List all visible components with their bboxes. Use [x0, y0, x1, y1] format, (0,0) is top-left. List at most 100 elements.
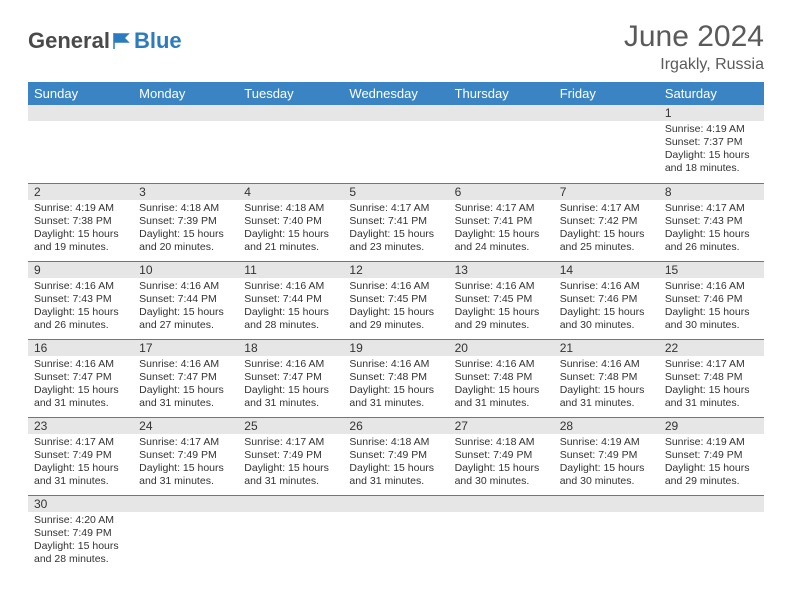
sunset-line: Sunset: 7:39 PM: [139, 215, 232, 228]
calendar-day-cell: 2Sunrise: 4:19 AMSunset: 7:38 PMDaylight…: [28, 183, 133, 261]
day-content: Sunrise: 4:17 AMSunset: 7:41 PMDaylight:…: [449, 200, 554, 259]
calendar-day-cell: 14Sunrise: 4:16 AMSunset: 7:46 PMDayligh…: [554, 261, 659, 339]
day-number: 27: [449, 418, 554, 434]
sunrise-line: Sunrise: 4:17 AM: [244, 436, 337, 449]
day-number: 10: [133, 262, 238, 278]
day-number: [238, 496, 343, 512]
day-content: Sunrise: 4:16 AMSunset: 7:43 PMDaylight:…: [28, 278, 133, 337]
calendar-empty-cell: [133, 495, 238, 573]
weekday-header: Tuesday: [238, 82, 343, 105]
day-number: 14: [554, 262, 659, 278]
day-number: [238, 105, 343, 121]
day-number: 29: [659, 418, 764, 434]
calendar-empty-cell: [343, 495, 448, 573]
day-number: 30: [28, 496, 133, 512]
day-content: Sunrise: 4:20 AMSunset: 7:49 PMDaylight:…: [28, 512, 133, 571]
logo: General Blue: [28, 28, 182, 54]
daylight-line: Daylight: 15 hours and 31 minutes.: [34, 462, 127, 488]
daylight-line: Daylight: 15 hours and 30 minutes.: [560, 462, 653, 488]
day-number: 26: [343, 418, 448, 434]
sunset-line: Sunset: 7:49 PM: [455, 449, 548, 462]
day-content: [238, 121, 343, 175]
weekday-header: Friday: [554, 82, 659, 105]
sunrise-line: Sunrise: 4:17 AM: [665, 358, 758, 371]
calendar-day-cell: 17Sunrise: 4:16 AMSunset: 7:47 PMDayligh…: [133, 339, 238, 417]
day-number: 18: [238, 340, 343, 356]
calendar-day-cell: 7Sunrise: 4:17 AMSunset: 7:42 PMDaylight…: [554, 183, 659, 261]
sunset-line: Sunset: 7:38 PM: [34, 215, 127, 228]
day-content: Sunrise: 4:17 AMSunset: 7:49 PMDaylight:…: [133, 434, 238, 493]
sunrise-line: Sunrise: 4:17 AM: [34, 436, 127, 449]
calendar-week-row: 9Sunrise: 4:16 AMSunset: 7:43 PMDaylight…: [28, 261, 764, 339]
sunrise-line: Sunrise: 4:16 AM: [34, 358, 127, 371]
calendar-body: 1Sunrise: 4:19 AMSunset: 7:37 PMDaylight…: [28, 105, 764, 573]
calendar-day-cell: 21Sunrise: 4:16 AMSunset: 7:48 PMDayligh…: [554, 339, 659, 417]
sunset-line: Sunset: 7:43 PM: [34, 293, 127, 306]
calendar-day-cell: 20Sunrise: 4:16 AMSunset: 7:48 PMDayligh…: [449, 339, 554, 417]
calendar-day-cell: 3Sunrise: 4:18 AMSunset: 7:39 PMDaylight…: [133, 183, 238, 261]
daylight-line: Daylight: 15 hours and 18 minutes.: [665, 149, 758, 175]
day-content: Sunrise: 4:16 AMSunset: 7:48 PMDaylight:…: [343, 356, 448, 415]
daylight-line: Daylight: 15 hours and 30 minutes.: [665, 306, 758, 332]
sunset-line: Sunset: 7:49 PM: [244, 449, 337, 462]
daylight-line: Daylight: 15 hours and 31 minutes.: [139, 462, 232, 488]
calendar-empty-cell: [449, 105, 554, 183]
calendar-day-cell: 12Sunrise: 4:16 AMSunset: 7:45 PMDayligh…: [343, 261, 448, 339]
sunrise-line: Sunrise: 4:19 AM: [560, 436, 653, 449]
calendar-day-cell: 19Sunrise: 4:16 AMSunset: 7:48 PMDayligh…: [343, 339, 448, 417]
day-number: [554, 496, 659, 512]
day-content: [133, 512, 238, 566]
day-number: 2: [28, 184, 133, 200]
day-number: 1: [659, 105, 764, 121]
calendar-day-cell: 29Sunrise: 4:19 AMSunset: 7:49 PMDayligh…: [659, 417, 764, 495]
day-number: [133, 496, 238, 512]
day-content: [343, 121, 448, 175]
day-content: Sunrise: 4:17 AMSunset: 7:48 PMDaylight:…: [659, 356, 764, 415]
day-number: 4: [238, 184, 343, 200]
daylight-line: Daylight: 15 hours and 30 minutes.: [560, 306, 653, 332]
day-content: Sunrise: 4:16 AMSunset: 7:48 PMDaylight:…: [449, 356, 554, 415]
sunrise-line: Sunrise: 4:18 AM: [349, 436, 442, 449]
sunrise-line: Sunrise: 4:16 AM: [560, 358, 653, 371]
calendar-empty-cell: [449, 495, 554, 573]
sunset-line: Sunset: 7:49 PM: [139, 449, 232, 462]
day-number: 15: [659, 262, 764, 278]
day-number: 3: [133, 184, 238, 200]
sunset-line: Sunset: 7:37 PM: [665, 136, 758, 149]
calendar-day-cell: 5Sunrise: 4:17 AMSunset: 7:41 PMDaylight…: [343, 183, 448, 261]
day-number: 6: [449, 184, 554, 200]
calendar-week-row: 30Sunrise: 4:20 AMSunset: 7:49 PMDayligh…: [28, 495, 764, 573]
day-number: 12: [343, 262, 448, 278]
sunrise-line: Sunrise: 4:16 AM: [455, 358, 548, 371]
sunset-line: Sunset: 7:49 PM: [34, 449, 127, 462]
daylight-line: Daylight: 15 hours and 19 minutes.: [34, 228, 127, 254]
day-number: [343, 496, 448, 512]
calendar-day-cell: 1Sunrise: 4:19 AMSunset: 7:37 PMDaylight…: [659, 105, 764, 183]
daylight-line: Daylight: 15 hours and 21 minutes.: [244, 228, 337, 254]
calendar-empty-cell: [554, 105, 659, 183]
daylight-line: Daylight: 15 hours and 31 minutes.: [349, 462, 442, 488]
calendar-day-cell: 11Sunrise: 4:16 AMSunset: 7:44 PMDayligh…: [238, 261, 343, 339]
daylight-line: Daylight: 15 hours and 31 minutes.: [139, 384, 232, 410]
day-content: Sunrise: 4:19 AMSunset: 7:49 PMDaylight:…: [659, 434, 764, 493]
calendar-day-cell: 30Sunrise: 4:20 AMSunset: 7:49 PMDayligh…: [28, 495, 133, 573]
daylight-line: Daylight: 15 hours and 25 minutes.: [560, 228, 653, 254]
daylight-line: Daylight: 15 hours and 31 minutes.: [244, 462, 337, 488]
daylight-line: Daylight: 15 hours and 30 minutes.: [455, 462, 548, 488]
sunset-line: Sunset: 7:42 PM: [560, 215, 653, 228]
sunrise-line: Sunrise: 4:16 AM: [349, 280, 442, 293]
day-content: Sunrise: 4:19 AMSunset: 7:37 PMDaylight:…: [659, 121, 764, 180]
calendar-empty-cell: [343, 105, 448, 183]
day-number: 28: [554, 418, 659, 434]
sunrise-line: Sunrise: 4:16 AM: [139, 358, 232, 371]
day-number: 21: [554, 340, 659, 356]
sunrise-line: Sunrise: 4:17 AM: [349, 202, 442, 215]
day-content: Sunrise: 4:16 AMSunset: 7:44 PMDaylight:…: [238, 278, 343, 337]
sunset-line: Sunset: 7:49 PM: [349, 449, 442, 462]
day-content: Sunrise: 4:18 AMSunset: 7:49 PMDaylight:…: [449, 434, 554, 493]
weekday-header: Thursday: [449, 82, 554, 105]
weekday-header: Sunday: [28, 82, 133, 105]
day-number: [133, 105, 238, 121]
daylight-line: Daylight: 15 hours and 31 minutes.: [349, 384, 442, 410]
daylight-line: Daylight: 15 hours and 31 minutes.: [244, 384, 337, 410]
